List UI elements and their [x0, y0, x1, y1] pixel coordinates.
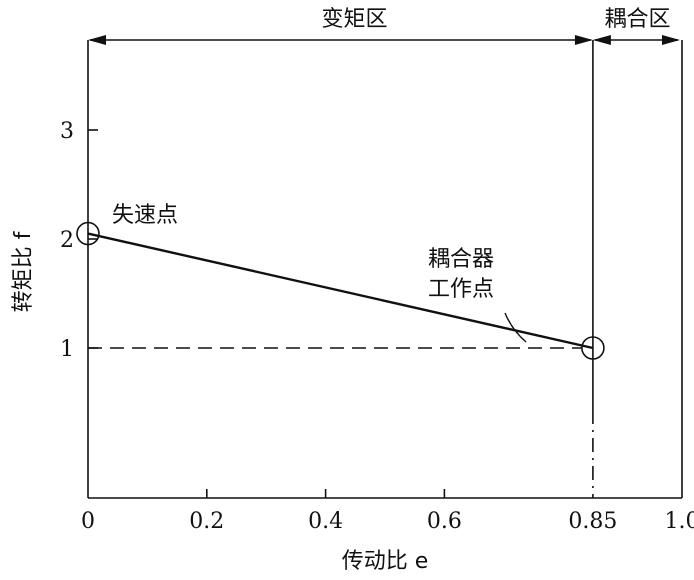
y-tick-label: 2	[60, 228, 74, 253]
x-tick-label: 0.85	[568, 509, 617, 534]
coupling-region-arrow-left-head	[592, 35, 611, 45]
coupling-point-leader	[504, 312, 527, 343]
region-label-coupling: 耦合区	[604, 7, 670, 32]
x-tick-label: 0.2	[189, 509, 224, 534]
y-tick-label: 3	[60, 119, 74, 144]
x-tick-label: 0.6	[427, 509, 462, 534]
coupling-point-label-line1: 耦合器	[428, 247, 494, 272]
coupling-point-label-line2: 工作点	[428, 277, 494, 302]
stall-point-marker	[76, 221, 100, 246]
torque-region-arrow-left-head	[88, 35, 106, 45]
coupling-point-label: 耦合器 工作点	[428, 247, 501, 302]
region-arrows	[88, 35, 680, 45]
y-axis-label: 转矩比 f	[11, 230, 36, 312]
y-ticks: 1 2 3	[60, 119, 98, 362]
series-line	[87, 232, 594, 350]
torque-region-arrow-right-head	[574, 35, 593, 45]
stall-point-label: 失速点	[112, 203, 178, 228]
x-tick-label: 0.4	[308, 509, 343, 534]
x-axis-label: 传动比 e	[342, 549, 429, 574]
y-tick-label: 1	[60, 337, 74, 362]
coupling-region-arrow-right-head	[662, 35, 680, 45]
x-ticks: 0 0.2 0.4 0.6 0.85 1.0	[81, 489, 694, 534]
x-tick-label: 0	[81, 509, 95, 534]
x-tick-label: 1.0	[665, 509, 694, 534]
coupling-point-marker	[581, 336, 605, 360]
region-label-torque: 变矩区	[321, 7, 387, 32]
